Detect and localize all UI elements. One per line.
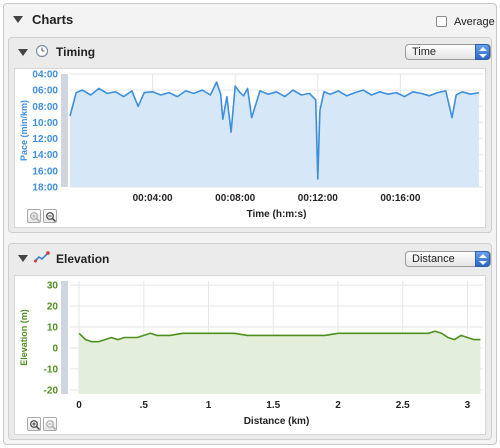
- timing-axis-select-value: Time: [412, 46, 437, 58]
- x-tick-label: 0: [76, 400, 82, 411]
- x-tick-label: 1: [206, 400, 212, 411]
- select-arrows-icon: [475, 251, 490, 267]
- y-tick-label: 0: [52, 343, 58, 354]
- x-tick-label: .5: [140, 400, 149, 411]
- x-tick-label: 2: [335, 400, 341, 411]
- collapse-timing-icon[interactable]: [18, 49, 28, 56]
- y-axis-label: Pace (min/km): [19, 100, 29, 161]
- elevation-icon: [34, 250, 50, 267]
- collapse-charts-icon[interactable]: [13, 16, 23, 23]
- charts-header: Charts Average: [4, 4, 496, 34]
- timing-zoom-out-button[interactable]: [43, 209, 57, 223]
- y-tick-label: 18:00: [32, 183, 58, 194]
- timing-chart: 04:00 06:00 08:00 10:00 12:00 14:00 16:00 18:00…: [14, 68, 486, 228]
- y-tick-label: 30: [47, 281, 59, 292]
- average-checkbox[interactable]: [436, 16, 447, 27]
- series-line: [78, 330, 481, 343]
- elevation-chart: 30 20 10 0 -10 -20 0 .5 1 1.5 2 2.5 3 Elevation (m) Di…: [14, 275, 486, 435]
- series-line: [69, 81, 480, 180]
- y-tick-label: 16:00: [32, 166, 58, 177]
- x-tick-label: 00:12:00: [298, 193, 338, 204]
- x-axis-label: Distance (km): [244, 416, 310, 427]
- elevation-axis-select-value: Distance: [412, 253, 455, 265]
- y-tick-label: 10:00: [32, 118, 58, 129]
- y-tick-label: 08:00: [32, 102, 58, 113]
- elevation-axis-select[interactable]: Distance: [405, 251, 491, 267]
- clock-icon: [35, 44, 49, 61]
- timing-panel: Timing Time 04:00 06:00 08:00 10:00 12:00 14:…: [8, 37, 492, 233]
- x-tick-label: 00:04:00: [133, 193, 173, 204]
- x-axis-label: Time (h:m:s): [247, 209, 307, 220]
- y-tick-label: -10: [44, 364, 59, 375]
- timing-chart-svg: 04:00 06:00 08:00 10:00 12:00 14:00 16:00 18:00…: [19, 70, 483, 220]
- elevation-chart-svg: 30 20 10 0 -10 -20 0 .5 1 1.5 2 2.5 3 Elevation (m) Di…: [19, 281, 483, 427]
- y-tick-label: 20: [47, 302, 59, 313]
- series-area: [70, 82, 479, 187]
- y-tick-label: 12:00: [32, 134, 58, 145]
- y-tick-label: 10: [47, 323, 59, 334]
- x-tick-label: 00:08:00: [215, 193, 255, 204]
- elevation-zoom-in-button[interactable]: [27, 417, 41, 431]
- y-tick-label: 04:00: [32, 70, 58, 81]
- select-arrows-icon: [475, 44, 490, 60]
- x-tick-label: 00:16:00: [380, 193, 420, 204]
- y-tick-label: 14:00: [32, 150, 58, 161]
- average-label: Average: [454, 16, 495, 28]
- series-area: [79, 331, 481, 394]
- y-axis-label: Elevation (m): [19, 309, 29, 366]
- collapse-elevation-icon[interactable]: [18, 255, 28, 262]
- x-tick-label: 1.5: [266, 400, 280, 411]
- x-tick-label: 3: [465, 400, 471, 411]
- timing-title: Timing: [56, 45, 96, 59]
- elevation-zoom-out-button[interactable]: [43, 417, 57, 431]
- charts-container: Charts Average Timing Time 04:00 06:00 08:…: [3, 3, 497, 445]
- y-tick-label: 06:00: [32, 86, 58, 97]
- chart-side-strip: [61, 281, 68, 394]
- elevation-title: Elevation: [56, 252, 110, 266]
- timing-axis-select[interactable]: Time: [405, 44, 491, 60]
- timing-zoom-in-button[interactable]: [27, 209, 41, 223]
- chart-side-strip: [61, 74, 68, 187]
- x-tick-label: 2.5: [396, 400, 410, 411]
- y-tick-label: -20: [44, 385, 59, 396]
- charts-title: Charts: [32, 12, 74, 27]
- elevation-panel: Elevation Distance 30 20 10 0 -10 -20 0 .5 1 1.5 2…: [8, 243, 492, 440]
